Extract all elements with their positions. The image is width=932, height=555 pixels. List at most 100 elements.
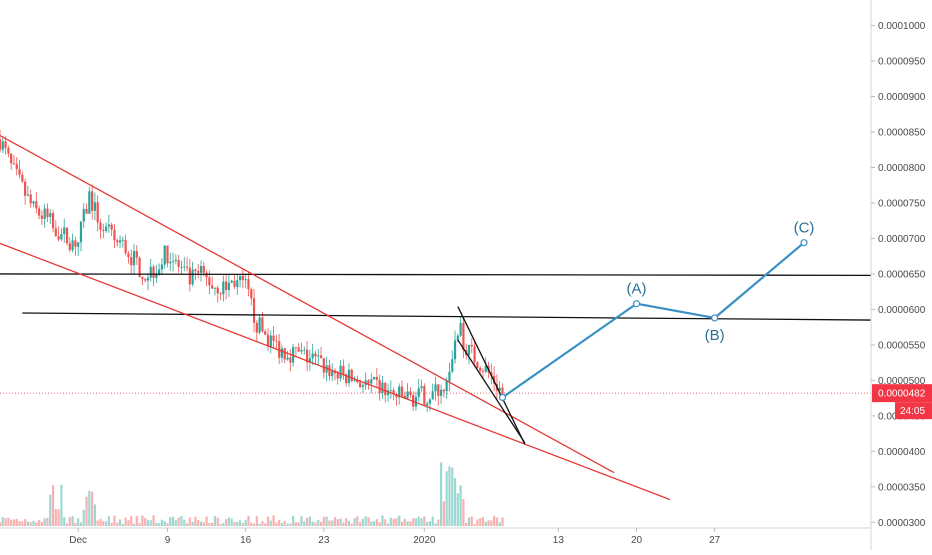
volume-bar bbox=[37, 520, 41, 526]
candle-body bbox=[255, 322, 258, 333]
volume-bar bbox=[213, 515, 217, 526]
candle-body bbox=[197, 271, 200, 273]
countdown-badge bbox=[895, 402, 932, 420]
y-tick-label: 0.0000500 bbox=[878, 376, 926, 387]
volume-bar bbox=[303, 521, 306, 526]
candle-body bbox=[174, 259, 177, 262]
candle-body bbox=[314, 353, 317, 357]
volume-bar bbox=[462, 499, 465, 526]
volume-bar bbox=[160, 519, 164, 526]
volume-bar bbox=[501, 517, 504, 526]
candle-body bbox=[353, 380, 356, 381]
volume-bar bbox=[331, 520, 334, 526]
x-tick-label: 16 bbox=[240, 535, 252, 546]
volume-bar bbox=[79, 522, 83, 526]
volume-bar bbox=[57, 509, 60, 526]
candle-body bbox=[79, 221, 83, 243]
candle-body bbox=[439, 389, 443, 396]
volume-bar bbox=[43, 518, 46, 526]
candle-body bbox=[303, 349, 306, 351]
candle-body bbox=[451, 359, 454, 372]
volume-bar bbox=[163, 521, 166, 526]
volume-bar bbox=[49, 494, 52, 526]
volume-bar bbox=[328, 520, 331, 526]
candle-body bbox=[60, 234, 63, 240]
volume-bar bbox=[177, 517, 180, 526]
volume-bar bbox=[166, 523, 169, 526]
candle-body bbox=[85, 208, 88, 214]
volume-bar bbox=[409, 521, 412, 526]
candle-body bbox=[138, 257, 141, 277]
volume-bar bbox=[93, 504, 97, 526]
projection-point[interactable] bbox=[711, 314, 719, 322]
candle-body bbox=[171, 261, 175, 262]
volume-bar bbox=[149, 520, 152, 526]
candle-body bbox=[294, 347, 298, 348]
volume-bar bbox=[132, 523, 136, 526]
volume-bar bbox=[417, 516, 420, 526]
candle-body bbox=[476, 362, 479, 369]
volume-bar bbox=[395, 518, 398, 526]
x-tick-label: 9 bbox=[165, 535, 171, 546]
candle-body bbox=[280, 348, 284, 358]
volume-bar bbox=[130, 515, 133, 526]
volume-bar bbox=[339, 518, 342, 526]
candle-body bbox=[459, 322, 462, 336]
x-tick-label: 27 bbox=[709, 535, 721, 546]
volume-bar bbox=[353, 518, 356, 526]
volume-bar bbox=[445, 471, 448, 526]
volume-bar bbox=[439, 462, 443, 526]
projection-point[interactable] bbox=[498, 393, 507, 402]
candle-body bbox=[481, 370, 485, 372]
volume-bar bbox=[364, 516, 367, 526]
volume-bar bbox=[420, 518, 423, 526]
candle-body bbox=[77, 242, 80, 247]
candle-body bbox=[300, 350, 303, 352]
volume-bar bbox=[275, 522, 278, 526]
volume-bar bbox=[15, 518, 18, 526]
y-tick-label: 0.0000700 bbox=[878, 234, 926, 245]
candle-body bbox=[71, 240, 74, 250]
candle-body bbox=[244, 279, 247, 281]
volume-bar bbox=[138, 523, 141, 526]
projection-point[interactable] bbox=[800, 239, 808, 247]
x-tick-label: 20 bbox=[631, 535, 643, 546]
x-tick-label: 13 bbox=[553, 535, 565, 546]
x-tick-label: 23 bbox=[318, 535, 330, 546]
volume-bar bbox=[183, 519, 186, 526]
wave-label: (A) bbox=[627, 281, 647, 298]
candle-body bbox=[127, 253, 130, 258]
candle-body bbox=[18, 169, 21, 175]
candle-body bbox=[370, 379, 373, 384]
volume-bar bbox=[205, 516, 208, 526]
horizontal-level-line bbox=[22, 312, 872, 321]
candle-body bbox=[51, 213, 55, 229]
volume-bar bbox=[236, 521, 239, 526]
volume-bar bbox=[65, 523, 69, 526]
candle-body bbox=[289, 357, 292, 363]
candle-body bbox=[414, 396, 418, 407]
volume-bar bbox=[479, 518, 482, 526]
volume-bar bbox=[333, 517, 337, 526]
projection-path[interactable] bbox=[501, 241, 805, 399]
current-price-value: 0.0000482 bbox=[878, 389, 926, 400]
candle-body bbox=[227, 282, 231, 290]
candle-body bbox=[361, 385, 365, 387]
candle-body bbox=[252, 298, 256, 323]
volume-bar bbox=[375, 519, 378, 526]
projection-point[interactable] bbox=[632, 300, 641, 308]
volume-bar bbox=[54, 508, 57, 526]
volume-bar bbox=[74, 522, 77, 526]
volume-bar bbox=[121, 523, 124, 526]
volume-bar bbox=[400, 521, 404, 526]
candle-body bbox=[12, 163, 16, 165]
volume-bar bbox=[225, 519, 228, 526]
volume-bar bbox=[490, 520, 493, 526]
candle-body bbox=[15, 163, 18, 170]
candle-body bbox=[417, 388, 420, 397]
candle-body bbox=[269, 335, 272, 347]
volume-bar bbox=[102, 520, 105, 526]
